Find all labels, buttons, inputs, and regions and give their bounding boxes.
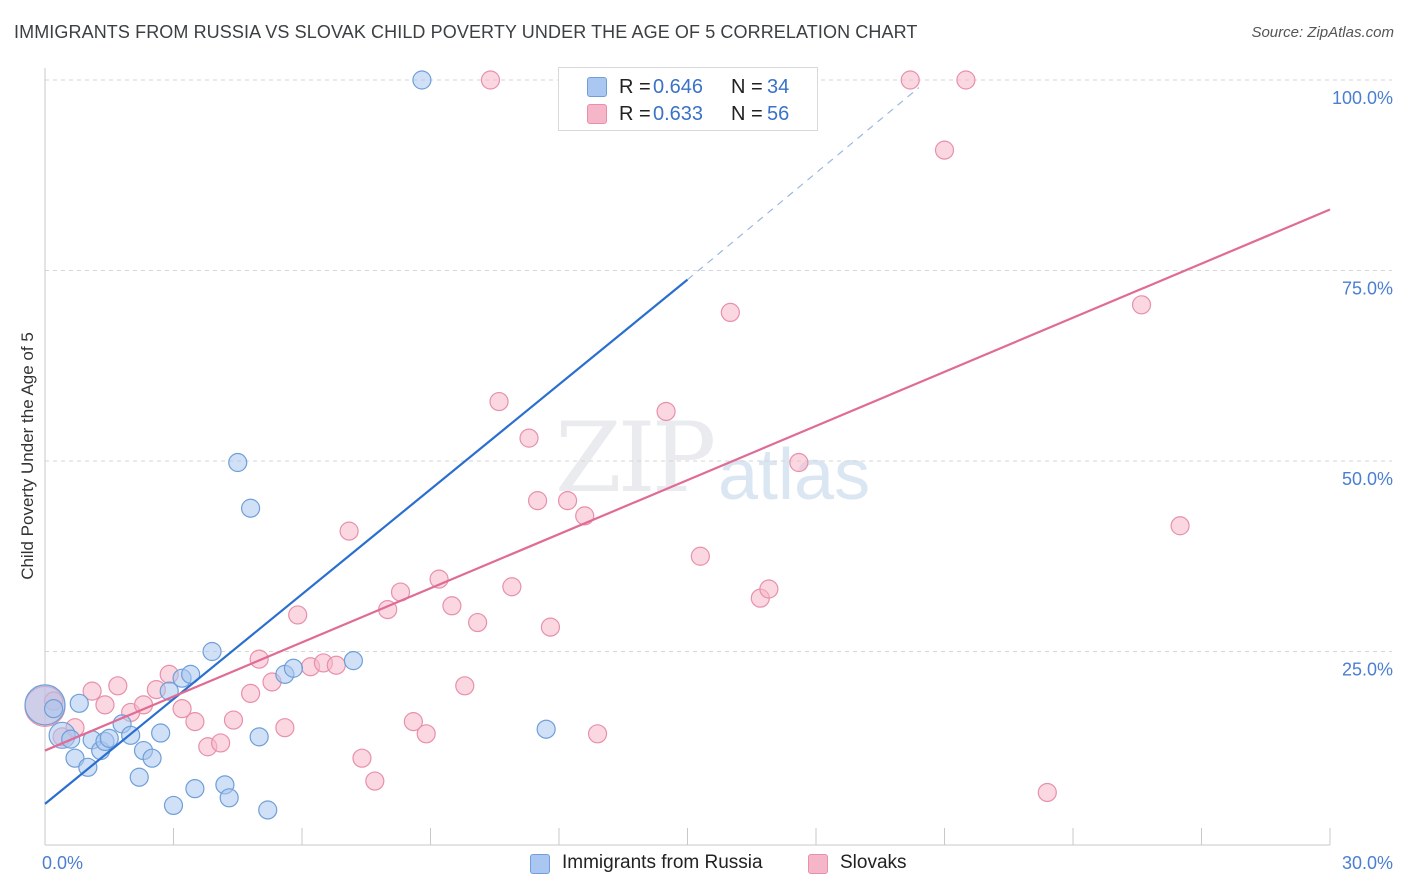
slovaks-point [416, 724, 436, 744]
slovaks-point [468, 612, 488, 633]
legend-row-slovaks: R = 0.633 N = 56 [559, 102, 817, 128]
russia-point [185, 779, 205, 799]
r-label: R = [619, 76, 651, 98]
y-tick-label: 50.0% [1342, 469, 1393, 489]
r-label: R = [619, 103, 651, 125]
slovaks-point [455, 676, 475, 696]
n-label: N = [731, 76, 763, 98]
y-tick-label: 100.0% [1332, 88, 1393, 108]
russia-point [129, 767, 149, 787]
slovaks-point [489, 391, 509, 412]
slovaks-point [690, 546, 710, 566]
russia-point [412, 70, 432, 90]
n-value: 56 [767, 103, 790, 125]
grid-lines [45, 79, 1392, 652]
slovaks-point [527, 491, 548, 511]
legend-label: Immigrants from Russia [562, 852, 763, 873]
slovaks-point [540, 617, 561, 637]
slovaks-points [24, 70, 1190, 803]
slovaks-point [502, 577, 522, 597]
slovaks-point [519, 428, 539, 448]
y-tick-label: 25.0% [1342, 660, 1393, 680]
russia-point [43, 699, 64, 719]
watermark-zip: ZIP [555, 402, 716, 514]
r-value: 0.646 [653, 76, 704, 98]
slovaks-point [326, 655, 346, 675]
slovaks-swatch [587, 104, 607, 124]
slovaks-point [1170, 516, 1190, 536]
russia-point [99, 728, 119, 748]
y-tick-label: 75.0% [1342, 279, 1393, 299]
slovaks-point [900, 70, 920, 90]
russia-swatch [530, 854, 550, 874]
slovaks-point [339, 521, 359, 541]
watermark-atlas: atlas [718, 435, 871, 515]
slovaks-point [557, 491, 578, 511]
russia-point [258, 800, 278, 820]
slovaks-point [956, 70, 976, 90]
n-value: 34 [767, 76, 790, 98]
russia-point [228, 452, 248, 473]
slovaks-point [275, 718, 295, 738]
slovaks-point [172, 699, 192, 719]
slovaks-point [95, 695, 115, 715]
n-label: N = [731, 103, 763, 125]
russia-point [536, 719, 556, 739]
slovaks-point [442, 596, 462, 616]
x-tick-label: 30.0% [1342, 853, 1393, 873]
slovaks-point [759, 579, 779, 599]
slovaks-point [365, 771, 385, 791]
slovaks-point [789, 452, 809, 473]
slovaks-point [352, 748, 372, 768]
russia-point [142, 748, 162, 768]
russia-point [163, 795, 184, 816]
slovaks-point [249, 649, 269, 669]
slovaks-point [288, 605, 308, 625]
tick-labels: 25.0% 50.0% 75.0% 100.0% 0.0% 30.0% [42, 88, 1393, 873]
slovaks-point [587, 724, 608, 744]
slovaks-swatch [808, 854, 828, 874]
russia-point [343, 651, 363, 671]
source-credit: Source: ZipAtlas.com [1251, 24, 1394, 41]
russia-point [69, 693, 89, 713]
slovaks-point [82, 681, 102, 701]
legend-label: Slovaks [840, 852, 907, 873]
x-tick-label: 0.0% [42, 853, 83, 873]
slovaks-point [241, 683, 261, 704]
russia-point [219, 788, 239, 808]
slovaks-trendline [44, 208, 1331, 752]
slovaks-point [185, 712, 205, 732]
russia-trendline [44, 278, 689, 805]
stats-legend: R = 0.646 N = 34 R = 0.633 N = 56 [558, 67, 818, 131]
slovaks-point [108, 676, 128, 696]
russia-trendline-extension [687, 87, 920, 281]
slovaks-point [656, 401, 676, 422]
slovaks-point [211, 733, 231, 753]
russia-point [202, 641, 222, 662]
slovaks-point [480, 70, 501, 90]
slovaks-point [934, 140, 955, 160]
slovaks-point [223, 710, 244, 730]
slovaks-point [1131, 295, 1152, 315]
russia-point [151, 723, 171, 743]
slovaks-point [1037, 782, 1057, 803]
chart-title: IMMIGRANTS FROM RUSSIA VS SLOVAK CHILD P… [14, 22, 918, 42]
russia-point [181, 664, 201, 684]
russia-swatch [587, 77, 607, 97]
slovaks-point [720, 302, 740, 323]
slovaks-point [403, 712, 423, 732]
r-value: 0.633 [653, 103, 704, 125]
trend-lines [44, 87, 1331, 805]
russia-point [249, 727, 269, 747]
russia-point [283, 658, 304, 678]
russia-point [241, 498, 261, 518]
legend-row-russia: R = 0.646 N = 34 [559, 75, 817, 101]
